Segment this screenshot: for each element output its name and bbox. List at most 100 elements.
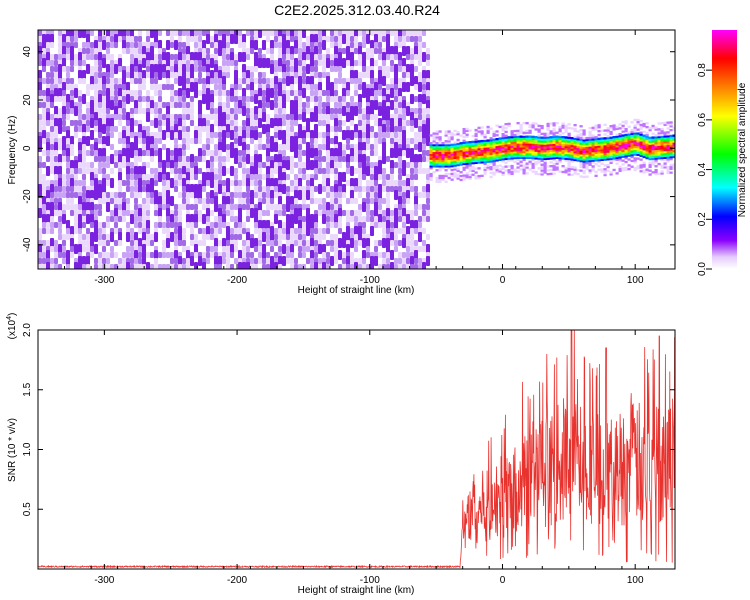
noise-cell <box>94 210 98 216</box>
noise-cell <box>238 30 242 36</box>
noise-cell <box>326 150 330 156</box>
noise-cell <box>218 168 222 174</box>
noise-cell <box>298 208 302 218</box>
noise-cell <box>122 90 126 96</box>
signal-cell <box>567 152 571 155</box>
signal-cell <box>543 163 547 166</box>
noise-cell <box>266 234 270 240</box>
noise-cell <box>402 186 406 192</box>
noise-cell <box>414 30 418 36</box>
noise-cell <box>266 198 270 204</box>
signal-cell <box>564 138 568 141</box>
noise-cell <box>314 60 318 66</box>
x-tick-label: -100 <box>360 575 380 586</box>
noise-cell <box>174 258 178 264</box>
signal-cell <box>438 178 442 182</box>
noise-cell <box>186 30 190 36</box>
signal-cell <box>633 166 637 170</box>
noise-cell <box>278 228 282 234</box>
noise-cell <box>70 60 74 66</box>
signal-cell <box>603 158 607 161</box>
noise-cell <box>82 162 86 168</box>
signal-cell <box>576 145 580 149</box>
signal-cell <box>630 144 634 147</box>
signal-cell <box>660 151 664 154</box>
signal-cell <box>510 164 514 168</box>
noise-cell <box>238 250 242 260</box>
noise-cell <box>258 210 262 216</box>
noise-cell <box>302 88 306 98</box>
noise-cell <box>102 162 106 168</box>
noise-cell <box>326 264 330 269</box>
noise-cell <box>130 240 134 246</box>
signal-cell <box>474 142 478 145</box>
noise-cell <box>262 124 266 134</box>
noise-cell <box>178 180 182 186</box>
signal-cell <box>540 142 544 145</box>
signal-cell <box>654 145 658 149</box>
signal-cell <box>537 136 541 139</box>
noise-cell <box>146 142 150 152</box>
noise-cell <box>82 264 86 269</box>
noise-cell <box>334 222 338 228</box>
noise-cell <box>318 30 322 36</box>
noise-cell <box>226 90 230 96</box>
noise-cell <box>410 186 414 192</box>
noise-cell <box>358 102 362 108</box>
signal-cell <box>450 174 454 177</box>
noise-cell <box>390 250 394 260</box>
signal-cell <box>528 147 532 150</box>
signal-cell <box>444 140 448 143</box>
noise-cell <box>318 96 322 102</box>
noise-cell <box>158 196 162 206</box>
signal-cell <box>495 155 499 158</box>
noise-cell <box>246 232 250 242</box>
noise-cell <box>242 64 246 74</box>
signal-cell <box>558 158 562 162</box>
signal-cell <box>456 156 460 159</box>
signal-cell <box>636 153 640 156</box>
noise-cell <box>174 250 178 260</box>
noise-cell <box>362 264 366 269</box>
noise-cell <box>350 228 354 234</box>
signal-cell <box>522 131 526 134</box>
noise-cell <box>62 192 66 198</box>
signal-cell <box>591 165 595 168</box>
noise-cell <box>270 190 274 200</box>
noise-cell <box>334 90 338 96</box>
noise-cell <box>74 60 78 66</box>
signal-cell <box>657 139 661 143</box>
signal-cell <box>522 168 526 171</box>
noise-cell <box>342 150 346 156</box>
noise-cell <box>74 36 78 42</box>
signal-cell <box>435 147 439 151</box>
noise-cell <box>354 210 358 216</box>
signal-cell <box>582 139 586 142</box>
signal-cell <box>528 125 532 129</box>
signal-cell <box>552 128 556 131</box>
noise-cell <box>230 52 234 62</box>
noise-cell <box>358 130 362 140</box>
signal-cell <box>660 153 664 156</box>
signal-cell <box>486 147 490 150</box>
noise-cell <box>322 138 326 144</box>
signal-cell <box>651 142 655 145</box>
noise-cell <box>262 186 266 192</box>
noise-cell <box>298 190 302 200</box>
noise-cell <box>46 202 50 212</box>
noise-cell <box>78 154 82 164</box>
signal-cell <box>591 151 595 155</box>
noise-cell <box>282 72 286 78</box>
noise-cell <box>114 106 118 116</box>
signal-cell <box>639 150 643 154</box>
noise-cell <box>262 264 266 269</box>
noise-cell <box>174 54 178 60</box>
noise-cell <box>138 156 142 162</box>
noise-cell <box>142 174 146 180</box>
signal-cell <box>450 161 454 164</box>
noise-cell <box>234 222 238 228</box>
signal-cell <box>513 129 517 133</box>
noise-cell <box>202 234 206 240</box>
noise-cell <box>66 204 70 210</box>
noise-cell <box>106 36 110 42</box>
